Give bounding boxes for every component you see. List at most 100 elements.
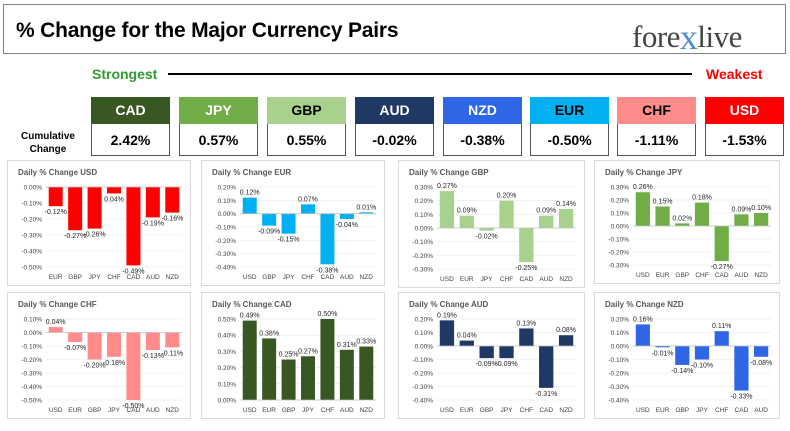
chart-panel-nzd: Daily % Change NZD 0.20% 0.10% 0.00% -0.10% -… — [594, 292, 780, 419]
y-tick-label: 0.20% — [415, 317, 434, 324]
bar-value-label: -0.27% — [711, 264, 733, 271]
x-tick-label: GBP — [68, 274, 82, 281]
x-tick-label: EUR — [68, 407, 82, 414]
currency-jpy-column: JPY 0.57% — [179, 97, 258, 156]
bar-value-label: 0.10% — [751, 205, 771, 212]
y-tick-label: -0.30% — [215, 251, 236, 258]
x-tick-label: AUD — [539, 276, 553, 283]
chart-panel-aud: Daily % Change AUD 0.20% 0.10% 0.00% -0.10% -… — [398, 292, 585, 419]
bar-value-label: -0.09% — [495, 361, 517, 368]
strength-range-line — [168, 73, 692, 75]
y-tick-label: -0.40% — [215, 265, 236, 272]
x-tick-label: AUD — [146, 407, 160, 414]
x-tick-label: NZD — [754, 272, 768, 279]
bar-value-label: 0.11% — [712, 323, 731, 330]
bar-jpy — [695, 346, 709, 360]
y-tick-label: 0.30% — [611, 185, 630, 192]
bar-aud — [754, 346, 768, 357]
bar-value-label: 0.04% — [104, 196, 124, 203]
currency-usd-value: -1.53% — [705, 124, 784, 156]
currency-chf-column: CHF -1.11% — [617, 97, 696, 156]
bar-nzd — [559, 209, 573, 228]
y-tick-label: 0.10% — [611, 211, 630, 218]
bar-value-label: -0.04% — [336, 222, 358, 229]
currency-gbp-header: GBP — [267, 97, 346, 124]
bar-value-label: -0.02% — [476, 234, 498, 241]
chart-svg: Daily % Change CHF0.10%0.00%-0.10%-0.20%… — [8, 293, 190, 418]
x-tick-label: USD — [243, 407, 257, 414]
logo-text-x: x — [680, 17, 698, 57]
bar-eur — [460, 216, 474, 228]
y-tick-label: 0.00% — [415, 226, 434, 233]
bar-chf — [320, 319, 334, 400]
y-tick-label: -0.30% — [608, 263, 629, 270]
forexlive-logo: forexlive — [632, 14, 742, 56]
y-tick-label: 0.20% — [415, 198, 434, 205]
bar-value-label: 0.16% — [633, 316, 653, 323]
x-tick-label: JPY — [696, 407, 709, 414]
bar-chf — [301, 204, 315, 213]
chart-title: Daily % Change USD — [18, 168, 97, 177]
x-tick-label: JPY — [108, 407, 121, 414]
y-tick-label: -0.10% — [21, 344, 42, 351]
logo-text-right: live — [697, 19, 742, 54]
x-tick-label: EUR — [49, 274, 63, 281]
bar-jpy — [499, 346, 513, 358]
x-tick-label: JPY — [302, 407, 315, 414]
currency-chf-value: -1.11% — [617, 124, 696, 156]
y-tick-label: -0.30% — [21, 371, 42, 378]
bar-eur — [655, 207, 669, 227]
bar-value-label: 0.50% — [317, 311, 337, 318]
bar-value-label: 0.27% — [437, 183, 457, 190]
chart-title: Daily % Change EUR — [212, 168, 291, 177]
currency-gbp-value: 0.55% — [267, 124, 346, 156]
x-tick-label: GBP — [675, 272, 689, 279]
currency-nzd-header: NZD — [443, 97, 522, 124]
bar-eur — [68, 333, 82, 342]
y-tick-label: 0.50% — [218, 317, 237, 324]
cumulative-change-label: Cumulative Change — [14, 130, 82, 156]
y-tick-label: 0.10% — [415, 330, 434, 337]
chart-panel-gbp: Daily % Change GBP 0.30% 0.20% 0.10% 0.00% -0… — [398, 160, 585, 288]
bar-value-label: -0.26% — [83, 232, 105, 239]
bar-value-label: 0.19% — [437, 312, 457, 319]
bar-usd — [243, 198, 257, 214]
bar-cad — [320, 214, 334, 265]
y-tick-label: -0.20% — [215, 238, 236, 245]
x-tick-label: USD — [440, 407, 454, 414]
y-tick-label: 0.20% — [218, 365, 237, 372]
y-tick-label: 0.00% — [24, 330, 43, 337]
bar-chf — [499, 201, 513, 228]
bar-value-label: 0.33% — [356, 339, 376, 346]
bar-cad — [715, 226, 729, 261]
bar-value-label: -0.09% — [258, 229, 280, 236]
x-tick-label: CAD — [127, 407, 141, 414]
x-tick-label: NZD — [166, 407, 180, 414]
y-tick-label: 0.30% — [415, 185, 434, 192]
bar-value-label: -0.31% — [535, 391, 557, 398]
bar-chf — [107, 187, 121, 193]
x-tick-label: CAD — [715, 272, 729, 279]
y-tick-label: 0.00% — [24, 185, 43, 192]
bar-jpy — [107, 333, 121, 357]
bar-nzd — [165, 187, 179, 213]
chart-title: Daily % Change CHF — [18, 300, 97, 309]
bar-jpy — [301, 356, 315, 400]
bar-value-label: -0.16% — [161, 216, 183, 223]
currency-jpy-value: 0.57% — [179, 124, 258, 156]
chart-svg: Daily % Change JPY 0.30% 0.20% 0.10% 0.00% -0… — [595, 161, 779, 283]
chart-title: Daily % Change NZD — [605, 300, 684, 309]
logo-text-left: fore — [632, 19, 680, 54]
y-tick-label: 0.10% — [24, 317, 43, 324]
bar-value-label: -0.12% — [45, 209, 67, 216]
bar-value-label: -0.08% — [750, 360, 772, 367]
x-tick-label: GBP — [675, 407, 689, 414]
currency-eur-value: -0.50% — [530, 124, 609, 156]
x-tick-label: USD — [636, 407, 650, 414]
bar-usd — [440, 191, 454, 228]
bar-nzd — [754, 213, 768, 226]
y-tick-label: -0.40% — [21, 384, 42, 391]
bar-cad — [734, 346, 748, 391]
x-tick-label: USD — [49, 407, 63, 414]
currency-nzd-value: -0.38% — [443, 124, 522, 156]
